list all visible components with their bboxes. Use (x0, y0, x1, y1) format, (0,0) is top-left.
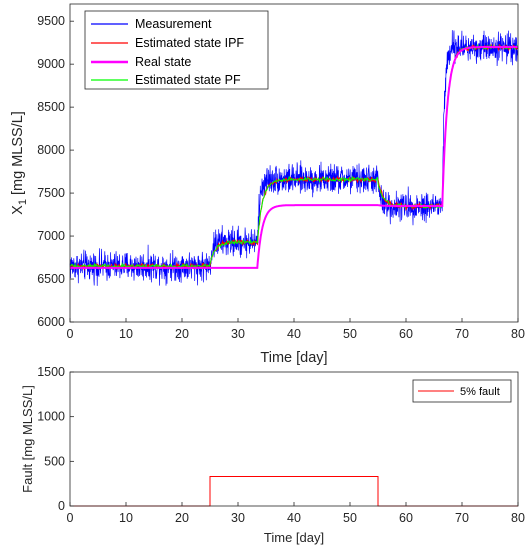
bottom-x-axis-label: Time [day] (264, 530, 324, 545)
bottom-xtick-label: 80 (511, 511, 525, 525)
bottom-chart: 0 10 20 30 40 50 60 70 80 0 500 1000 1500 Time [day]… (20, 365, 525, 545)
top-xtick-label: 80 (511, 327, 525, 341)
bottom-xtick-label: 70 (455, 511, 469, 525)
top-xtick-label: 0 (67, 327, 74, 341)
top-y-axis-label-unit: [mg MLSS/L] (10, 111, 26, 199)
bottom-xtick-label: 30 (231, 511, 245, 525)
top-xtick-label: 10 (119, 327, 133, 341)
legend-label-pf: Estimated state PF (135, 73, 241, 87)
bottom-ytick-label: 1500 (37, 365, 65, 379)
top-y-axis-label-main: X (10, 205, 26, 215)
bottom-ytick-label: 1000 (37, 410, 65, 424)
top-xtick-label: 70 (455, 327, 469, 341)
top-ytick-label: 9500 (37, 14, 65, 28)
bottom-ytick-label: 500 (44, 454, 65, 468)
top-xtick-label: 60 (399, 327, 413, 341)
top-ticks: 0 10 20 30 40 50 60 70 80 6000 6500 7000 7500 8000 850… (37, 14, 525, 341)
top-ytick-label: 7000 (37, 229, 65, 243)
top-chart: 0 10 20 30 40 50 60 70 80 6000 6500 7000 7500 8000 850… (10, 3, 525, 366)
bottom-legend: 5% fault (412, 379, 512, 403)
legend-label-measurement: Measurement (135, 17, 212, 31)
bottom-ytick-label: 0 (58, 499, 65, 513)
top-ytick-label: 8000 (37, 143, 65, 157)
top-ytick-label: 6500 (37, 272, 65, 286)
top-xtick-label: 40 (287, 327, 301, 341)
top-xtick-label: 30 (231, 327, 245, 341)
series-measurement (69, 30, 519, 286)
top-xtick-label: 20 (175, 327, 189, 341)
legend-label-real: Real state (135, 55, 191, 69)
bottom-xtick-label: 0 (67, 511, 74, 525)
bottom-y-axis-label: Fault [mg MLSS/L] (20, 385, 35, 493)
top-series-group (69, 30, 519, 286)
series-real-state (70, 46, 518, 269)
bottom-xtick-label: 50 (343, 511, 357, 525)
bottom-ticks: 0 10 20 30 40 50 60 70 80 0 500 1000 1500 (37, 365, 525, 525)
top-x-axis-label: Time [day] (260, 350, 327, 366)
top-ytick-label: 9000 (37, 57, 65, 71)
legend-label-ipf: Estimated state IPF (135, 36, 244, 50)
top-legend: Measurement Estimated state IPF Real sta… (84, 10, 269, 90)
legend-label-fault: 5% fault (460, 386, 500, 398)
top-y-axis-label: X1 [mg MLSS/L] (10, 111, 29, 215)
bottom-xtick-label: 40 (287, 511, 301, 525)
top-xtick-label: 50 (343, 327, 357, 341)
bottom-legend-box (412, 379, 512, 403)
top-ytick-label: 8500 (37, 100, 65, 114)
top-ytick-label: 7500 (37, 186, 65, 200)
top-y-axis-label-sub: 1 (17, 199, 29, 205)
bottom-xtick-label: 10 (119, 511, 133, 525)
bottom-xtick-label: 60 (399, 511, 413, 525)
bottom-xtick-label: 20 (175, 511, 189, 525)
top-ytick-label: 6000 (37, 315, 65, 329)
